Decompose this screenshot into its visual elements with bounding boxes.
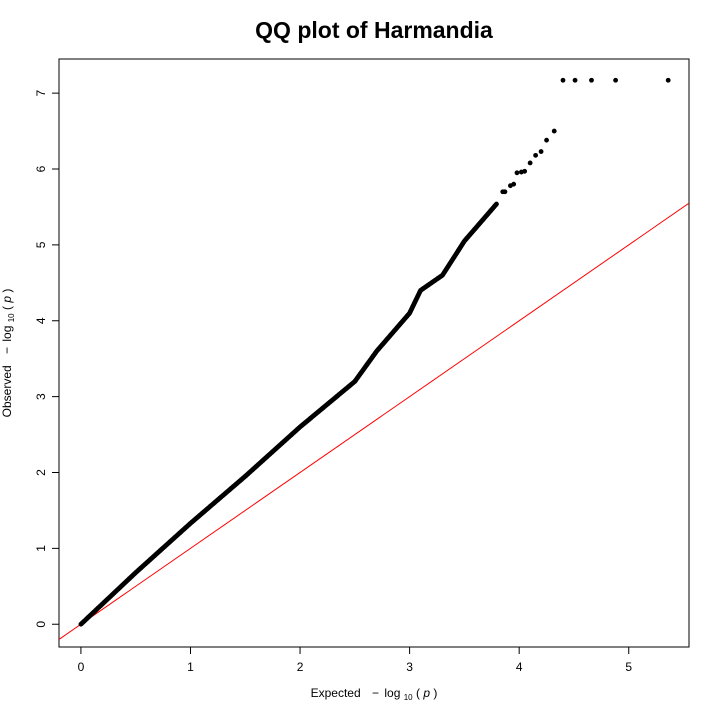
x-tick-label: 3 bbox=[406, 660, 413, 674]
y-tick-label: 0 bbox=[34, 621, 48, 628]
data-point bbox=[538, 149, 544, 154]
x-axis-label-log: log bbox=[384, 686, 400, 700]
data-point bbox=[533, 152, 539, 158]
data-point bbox=[514, 170, 520, 176]
x-tick-label: 2 bbox=[297, 660, 304, 674]
y-tick-label: 3 bbox=[34, 393, 48, 400]
y-axis-label-open-paren: ( bbox=[0, 306, 14, 310]
x-axis-label: Expected − log 10 ( p ) bbox=[311, 686, 438, 703]
x-tick-label: 0 bbox=[78, 660, 85, 674]
data-point bbox=[665, 77, 671, 83]
x-axis: 0 1 2 3 4 5 bbox=[78, 646, 632, 674]
x-axis-label-base: 10 bbox=[404, 693, 413, 702]
data-point bbox=[494, 201, 499, 207]
y-axis-label-var: p bbox=[0, 296, 14, 304]
x-tick-label: 5 bbox=[625, 660, 632, 674]
x-tick-label: 1 bbox=[187, 660, 194, 674]
y-axis-label-log: log bbox=[0, 326, 14, 342]
x-axis-label-var: p bbox=[422, 686, 430, 700]
y-axis-label-minus: − bbox=[0, 347, 14, 354]
y-axis-label-close-paren: ) bbox=[0, 289, 14, 293]
y-axis-label-prefix: Observed bbox=[0, 365, 14, 417]
chart-title: QQ plot of Harmandia bbox=[255, 17, 493, 43]
data-point bbox=[522, 168, 528, 174]
data-point bbox=[589, 77, 594, 83]
y-axis-label: Observed − log 10 ( p ) bbox=[0, 289, 17, 418]
data-point bbox=[502, 189, 508, 195]
x-axis-label-prefix: Expected bbox=[311, 686, 361, 700]
y-axis: 0 1 2 3 4 5 6 7 bbox=[34, 89, 60, 628]
y-tick-label: 1 bbox=[34, 545, 48, 552]
data-point bbox=[544, 137, 549, 143]
data-point bbox=[613, 77, 618, 83]
x-axis-label-close-paren: ) bbox=[433, 686, 437, 700]
reference-line bbox=[59, 202, 689, 640]
x-tick-label: 4 bbox=[516, 660, 523, 674]
y-tick-label: 2 bbox=[34, 469, 48, 476]
y-tick-label: 5 bbox=[34, 241, 48, 248]
data-point bbox=[560, 77, 566, 83]
points-layer bbox=[78, 77, 671, 627]
data-point bbox=[551, 128, 557, 134]
data-point bbox=[572, 77, 578, 83]
y-tick-label: 7 bbox=[34, 89, 48, 96]
y-tick-label: 4 bbox=[34, 317, 48, 324]
data-point bbox=[527, 160, 533, 166]
reference-line-layer bbox=[59, 202, 689, 640]
y-tick-label: 6 bbox=[34, 165, 48, 172]
y-axis-label-base: 10 bbox=[7, 313, 16, 322]
x-axis-label-open-paren: ( bbox=[416, 686, 420, 700]
data-point bbox=[511, 181, 517, 187]
x-axis-label-minus: − bbox=[372, 686, 379, 700]
